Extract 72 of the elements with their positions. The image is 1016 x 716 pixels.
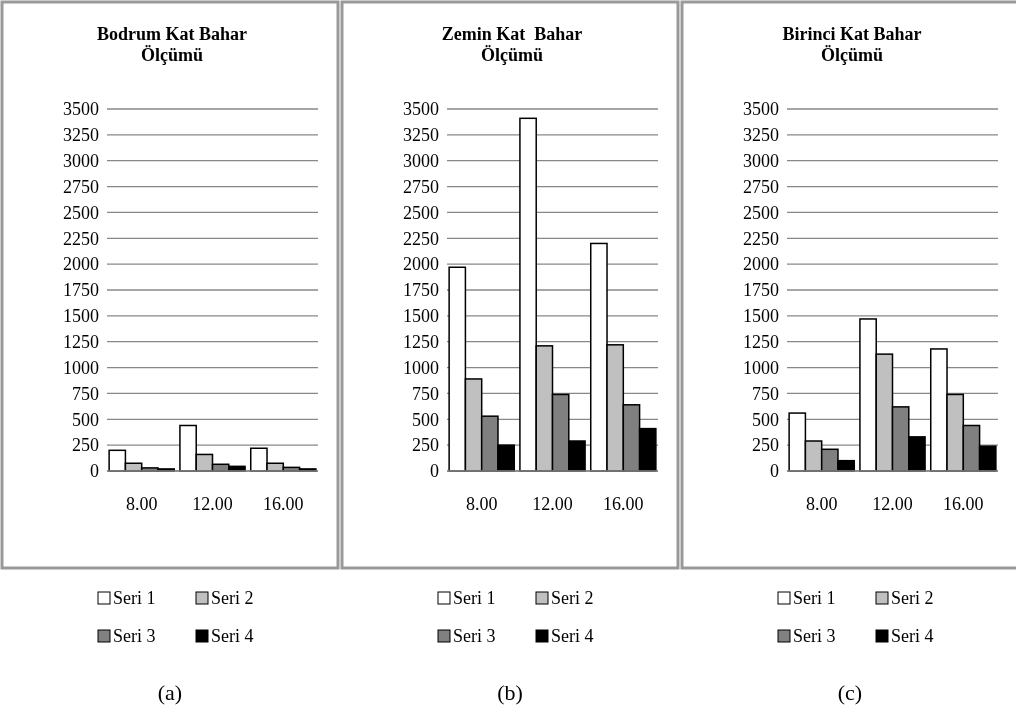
legend-label: Seri 4 xyxy=(551,626,594,646)
y-tick-label: 2000 xyxy=(743,254,779,275)
legend-label: Seri 1 xyxy=(113,588,156,608)
y-tick-label: 2250 xyxy=(63,228,99,249)
y-tick-label: 3250 xyxy=(403,125,439,146)
y-tick-label: 2000 xyxy=(403,254,439,275)
y-tick-label: 1750 xyxy=(63,280,99,301)
legend-label: Seri 4 xyxy=(211,626,254,646)
legend-label: Seri 1 xyxy=(453,588,496,608)
y-tick-label: 1250 xyxy=(403,331,439,352)
text: (a) xyxy=(157,680,183,705)
legend-label: Seri 4 xyxy=(891,626,934,646)
y-tick-label: 0 xyxy=(430,461,439,482)
y-tick-label: 1250 xyxy=(743,331,779,352)
y-tick-label: 500 xyxy=(752,409,779,430)
y-tick-label: 750 xyxy=(412,383,439,404)
legend-label: Seri 2 xyxy=(211,588,254,608)
legend-label: Seri 3 xyxy=(113,626,156,646)
chart-title: Bodrum Kat Bahar Ölçümü xyxy=(96,24,248,65)
y-tick-label: 3250 xyxy=(743,125,779,146)
y-tick-label: 2500 xyxy=(743,202,779,223)
legend-label: Seri 1 xyxy=(793,588,836,608)
legend-label: Seri 2 xyxy=(551,588,594,608)
legend-label: Seri 3 xyxy=(793,626,836,646)
y-tick-label: 2500 xyxy=(403,202,439,223)
legend-label: Seri 3 xyxy=(453,626,496,646)
y-tick-label: 0 xyxy=(90,461,99,482)
x-tick-label: 16.00 xyxy=(263,493,304,514)
y-tick-label: 2000 xyxy=(63,254,99,275)
chart-title: Zemin Kat Bahar Ölçümü xyxy=(441,24,583,65)
y-tick-label: 3000 xyxy=(743,150,779,171)
y-tick-label: 2250 xyxy=(403,228,439,249)
y-tick-label: 2750 xyxy=(403,176,439,197)
y-tick-label: 1500 xyxy=(403,306,439,327)
x-tick-label: 16.00 xyxy=(943,493,984,514)
x-tick-label: 12.00 xyxy=(532,493,573,514)
y-tick-label: 750 xyxy=(752,383,779,404)
y-tick-label: 3500 xyxy=(63,99,99,120)
text: (b) xyxy=(497,680,523,705)
y-tick-label: 1000 xyxy=(743,357,779,378)
y-tick-label: 3000 xyxy=(63,150,99,171)
y-tick-label: 1750 xyxy=(403,280,439,301)
y-tick-label: 500 xyxy=(412,409,439,430)
y-tick-label: 0 xyxy=(770,461,779,482)
y-tick-label: 250 xyxy=(72,435,99,456)
y-tick-label: 2250 xyxy=(743,228,779,249)
y-tick-label: 1750 xyxy=(743,280,779,301)
x-tick-label: 8.00 xyxy=(125,493,158,514)
y-tick-label: 3500 xyxy=(743,99,779,120)
y-tick-label: 1500 xyxy=(743,306,779,327)
chart-title: Birinci Kat Bahar Ölçümü xyxy=(782,24,922,65)
y-tick-label: 3250 xyxy=(63,125,99,146)
x-tick-label: 12.00 xyxy=(872,493,913,514)
y-tick-label: 750 xyxy=(72,383,99,404)
y-tick-label: 2500 xyxy=(63,202,99,223)
legend-label: Seri 2 xyxy=(891,588,934,608)
y-tick-label: 1000 xyxy=(63,357,99,378)
y-tick-label: 1000 xyxy=(403,357,439,378)
y-tick-label: 1500 xyxy=(63,306,99,327)
y-tick-label: 2750 xyxy=(743,176,779,197)
y-tick-label: 3000 xyxy=(403,150,439,171)
text: (c) xyxy=(837,680,863,705)
y-tick-label: 250 xyxy=(412,435,439,456)
x-tick-label: 8.00 xyxy=(465,493,498,514)
y-tick-label: 1250 xyxy=(63,331,99,352)
y-tick-label: 2750 xyxy=(63,176,99,197)
y-tick-label: 250 xyxy=(752,435,779,456)
x-tick-label: 8.00 xyxy=(805,493,838,514)
y-tick-label: 3500 xyxy=(403,99,439,120)
x-tick-label: 16.00 xyxy=(603,493,644,514)
y-tick-label: 500 xyxy=(72,409,99,430)
x-tick-label: 12.00 xyxy=(192,493,233,514)
